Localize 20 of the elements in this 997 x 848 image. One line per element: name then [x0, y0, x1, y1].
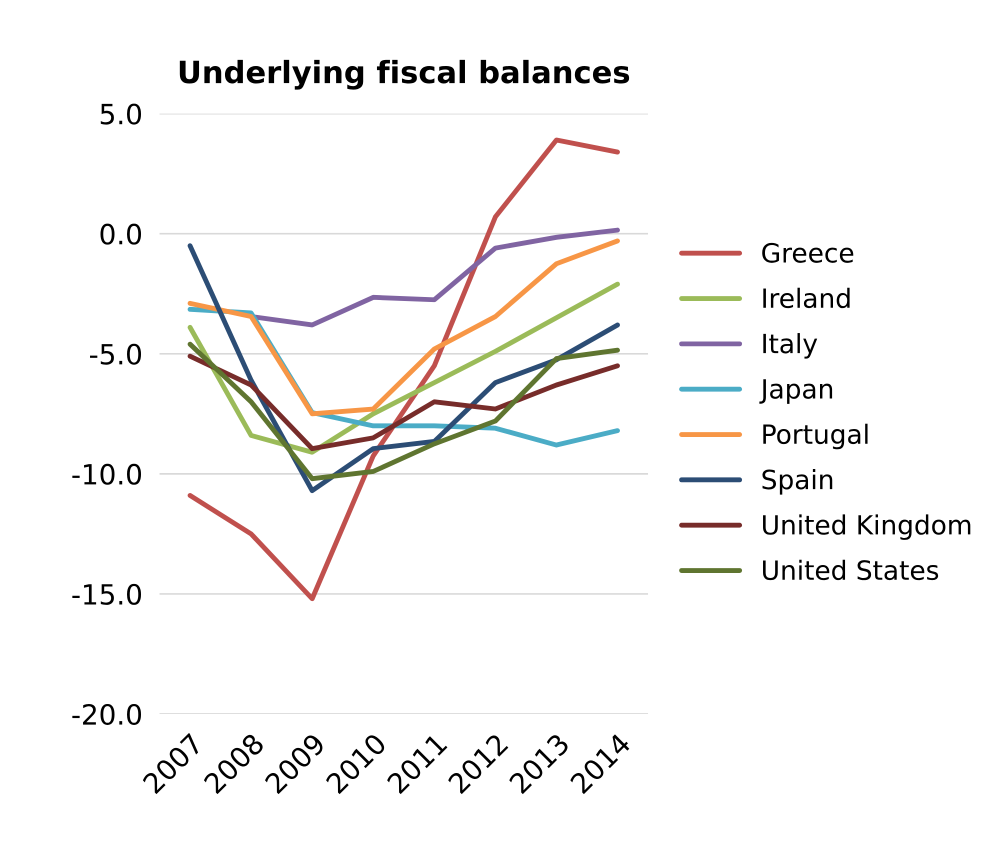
legend-label: Spain [762, 469, 832, 495]
chart-title: Underlying fiscal balances [180, 60, 630, 90]
legend-label: Japan [759, 379, 832, 404]
legend-label: United Kingdom [763, 514, 970, 540]
legend-label: Italy [763, 333, 818, 359]
legend-label: Portugal [763, 424, 868, 450]
line-series [188, 282, 620, 455]
y-tick-label: -5.0 [90, 344, 142, 365]
legend-label: United States [763, 560, 938, 580]
line-series [188, 354, 620, 452]
y-tick-label: -15.0 [72, 584, 142, 605]
legend-label: Greece [762, 242, 854, 263]
y-tick-label: -20.0 [72, 704, 142, 725]
line-series [188, 238, 620, 416]
y-tick-label: 5.0 [100, 104, 142, 125]
line-series [188, 138, 620, 602]
line-series [188, 342, 620, 482]
legend-label: Ireland [763, 288, 850, 308]
y-tick-label: 0.0 [100, 224, 142, 245]
y-tick-label: -10.0 [72, 464, 142, 485]
